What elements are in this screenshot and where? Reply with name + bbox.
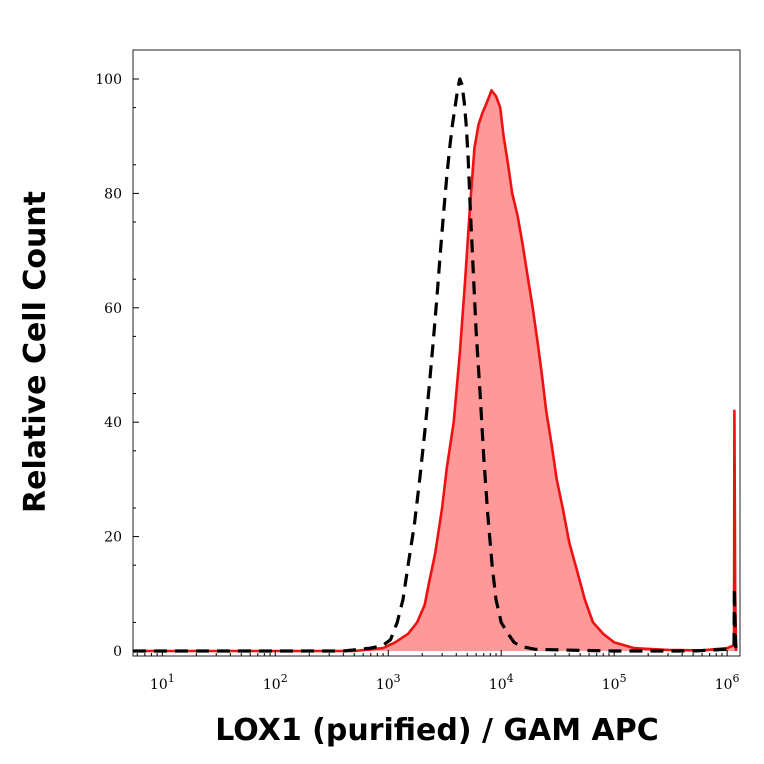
x-tick-label: 103	[376, 672, 401, 693]
x-tick-base: 10	[489, 677, 507, 693]
x-tick-exponent: 1	[168, 672, 175, 685]
y-tick-label: 80	[104, 186, 122, 202]
x-axis-title: LOX1 (purified) / GAM APC	[215, 713, 659, 748]
x-tick-base: 10	[376, 677, 394, 693]
x-tick-exponent: 2	[281, 672, 288, 685]
x-tick-exponent: 3	[394, 672, 401, 685]
x-tick-exponent: 6	[733, 672, 740, 685]
x-tick-label: 105	[602, 672, 627, 693]
sample-histogram-fill	[133, 90, 737, 651]
y-tick-label: 40	[104, 415, 122, 431]
y-tick-label: 100	[95, 72, 122, 88]
x-tick-exponent: 5	[620, 672, 627, 685]
y-tick-label: 60	[104, 301, 122, 317]
x-tick-base: 10	[602, 677, 620, 693]
plot-frame	[132, 49, 741, 657]
x-tick-label: 102	[263, 672, 288, 693]
x-tick-label: 101	[150, 672, 175, 693]
y-tick-label: 0	[113, 644, 122, 660]
x-tick-base: 10	[263, 677, 281, 693]
x-tick-exponent: 4	[507, 672, 514, 685]
sample-histogram-line	[133, 89, 738, 653]
x-tick-label: 106	[715, 672, 740, 693]
control-histogram-line	[133, 77, 738, 653]
plot-area	[133, 77, 738, 653]
y-tick-label: 20	[104, 530, 122, 546]
x-tick-base: 10	[715, 677, 733, 693]
y-axis-title: Relative Cell Count	[18, 191, 53, 513]
x-tick-label: 104	[489, 672, 514, 693]
x-tick-base: 10	[150, 677, 168, 693]
